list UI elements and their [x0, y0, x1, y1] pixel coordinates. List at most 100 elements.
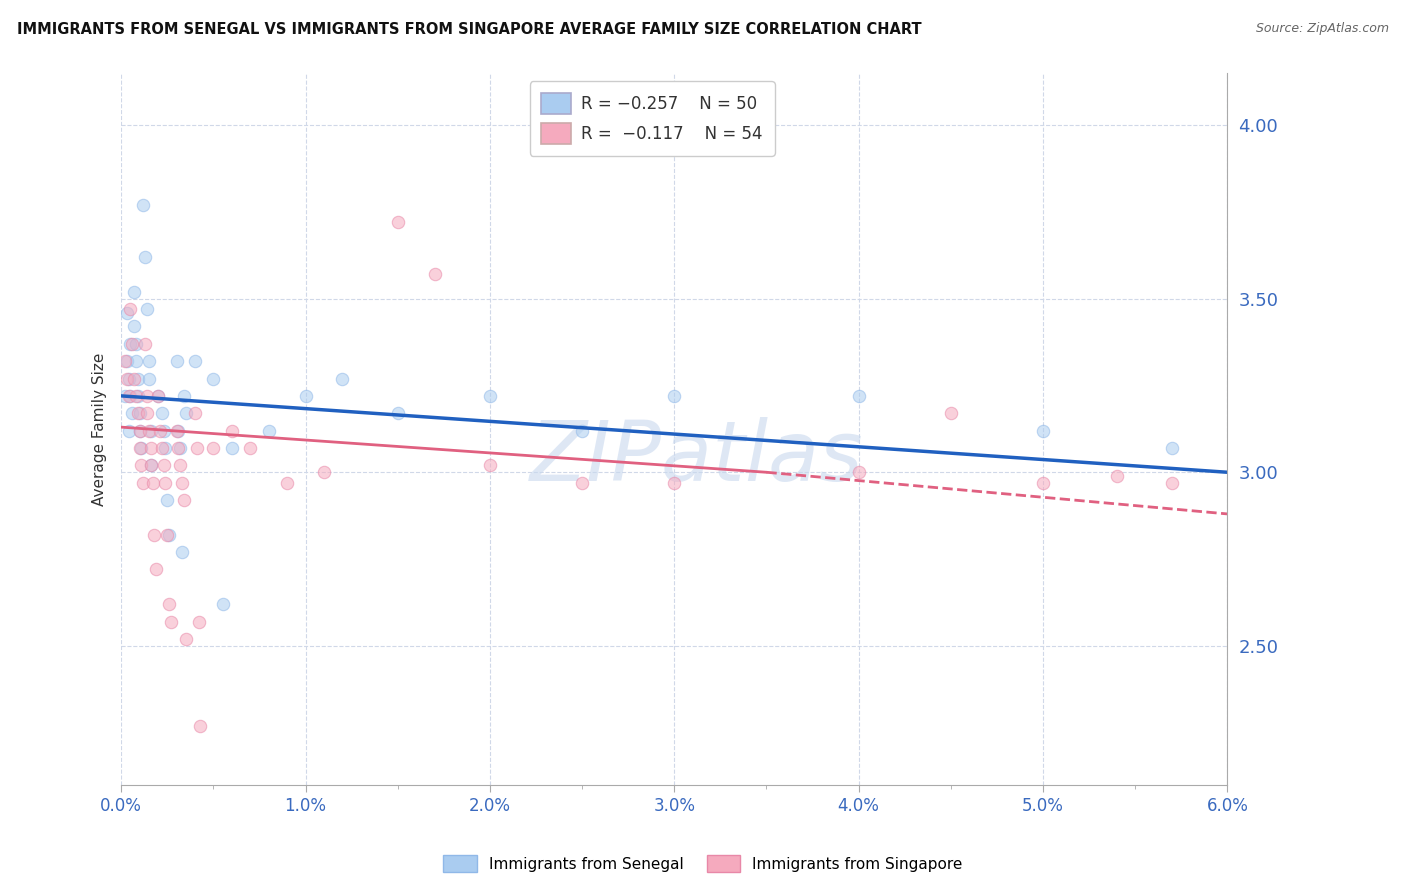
Point [146, 389, 169, 403]
Point [150, 441, 173, 455]
Point [136, 389, 159, 403]
Point [294, 389, 316, 403]
Point [221, 441, 243, 455]
Point [156, 493, 179, 508]
Point [239, 441, 262, 455]
Point [257, 424, 280, 438]
Point [1032, 424, 1054, 438]
Point [174, 632, 197, 646]
Point [571, 475, 593, 490]
Point [173, 389, 195, 403]
Point [152, 424, 174, 438]
Point [186, 441, 208, 455]
Text: IMMIGRANTS FROM SENEGAL VS IMMIGRANTS FROM SINGAPORE AVERAGE FAMILY SIZE CORRELA: IMMIGRANTS FROM SENEGAL VS IMMIGRANTS FR… [17, 22, 921, 37]
Point [167, 441, 190, 455]
Point [571, 424, 593, 438]
Text: Source: ZipAtlas.com: Source: ZipAtlas.com [1256, 22, 1389, 36]
Point [190, 719, 212, 733]
Point [187, 615, 209, 629]
Point [939, 406, 962, 420]
Point [142, 475, 165, 490]
Point [387, 406, 409, 420]
Point [169, 458, 191, 473]
Point [1032, 475, 1054, 490]
Point [155, 441, 177, 455]
Point [1161, 475, 1184, 490]
Point [121, 336, 143, 351]
Point [131, 441, 153, 455]
Point [115, 354, 138, 368]
Point [145, 562, 167, 576]
Point [170, 475, 193, 490]
Point [157, 597, 180, 611]
Point [184, 406, 207, 420]
Point [276, 475, 298, 490]
Point [117, 371, 139, 385]
Legend: Immigrants from Senegal, Immigrants from Singapore: Immigrants from Senegal, Immigrants from… [436, 847, 970, 880]
Point [139, 441, 162, 455]
Point [664, 389, 686, 403]
Point [332, 371, 354, 385]
Point [128, 424, 150, 438]
Point [128, 406, 150, 420]
Point [149, 424, 172, 438]
Point [167, 424, 190, 438]
Point [169, 441, 191, 455]
Point [478, 389, 501, 403]
Point [143, 528, 166, 542]
Point [139, 458, 162, 473]
Point [211, 597, 233, 611]
Point [117, 389, 139, 403]
Point [146, 389, 169, 403]
Point [114, 354, 136, 368]
Point [202, 441, 225, 455]
Point [121, 406, 143, 420]
Point [127, 389, 149, 403]
Legend: R = −0.257    N = ​50, R =  −0.117    N = ​54: R = −0.257 N = ​50, R = −0.117 N = ​54 [530, 81, 775, 156]
Point [120, 302, 142, 317]
Point [132, 198, 155, 212]
Point [138, 424, 160, 438]
Point [157, 528, 180, 542]
Point [170, 545, 193, 559]
Point [423, 268, 446, 282]
Point [138, 354, 160, 368]
Point [115, 371, 138, 385]
Point [136, 406, 159, 420]
Point [184, 354, 207, 368]
Point [117, 424, 139, 438]
Point [139, 458, 162, 473]
Text: ZIPatlas: ZIPatlas [530, 417, 863, 498]
Point [155, 475, 177, 490]
Point [202, 371, 225, 385]
Point [125, 354, 148, 368]
Point [127, 406, 149, 420]
Point [114, 389, 136, 403]
Y-axis label: Average Family Size: Average Family Size [93, 352, 107, 506]
Point [221, 424, 243, 438]
Point [125, 389, 148, 403]
Point [387, 215, 409, 229]
Point [120, 336, 142, 351]
Point [312, 465, 335, 479]
Point [139, 424, 162, 438]
Point [132, 475, 155, 490]
Point [134, 336, 156, 351]
Point [166, 354, 188, 368]
Point [478, 458, 501, 473]
Point [128, 424, 150, 438]
Point [138, 371, 160, 385]
Point [134, 250, 156, 264]
Point [127, 371, 149, 385]
Point [152, 458, 174, 473]
Point [848, 465, 870, 479]
Point [1105, 468, 1128, 483]
Point [120, 389, 142, 403]
Point [115, 305, 138, 319]
Point [122, 285, 145, 299]
Point [122, 319, 145, 334]
Point [174, 406, 197, 420]
Point [848, 389, 870, 403]
Point [160, 615, 183, 629]
Point [156, 528, 179, 542]
